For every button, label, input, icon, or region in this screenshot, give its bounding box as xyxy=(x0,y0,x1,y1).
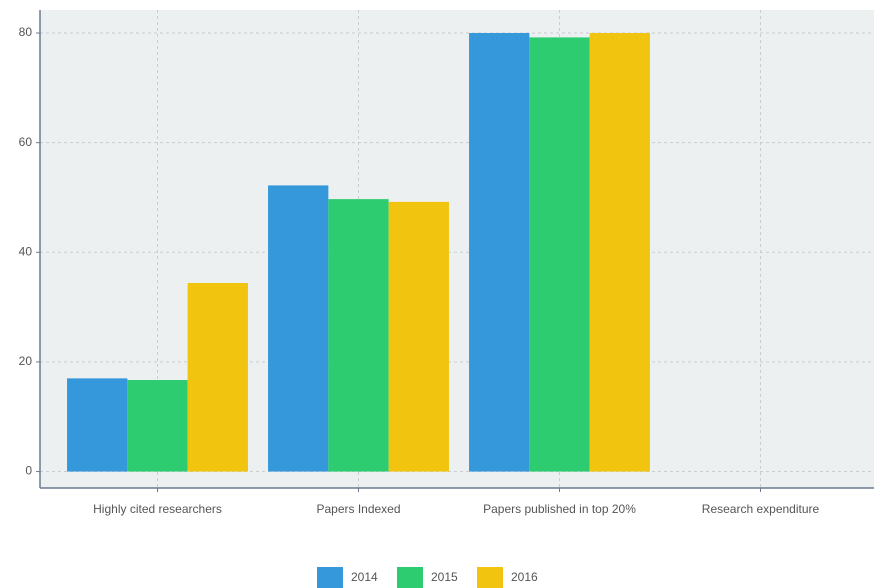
bar xyxy=(589,33,650,472)
y-tick-label: 80 xyxy=(19,25,33,39)
bar xyxy=(127,380,188,472)
legend-swatch xyxy=(477,567,503,588)
x-tick-label: Papers Indexed xyxy=(316,502,400,516)
legend-label: 2015 xyxy=(431,570,458,584)
legend-label: 2014 xyxy=(351,570,378,584)
legend-swatch xyxy=(317,567,343,588)
y-tick-label: 20 xyxy=(19,354,33,368)
x-tick-label: Papers published in top 20% xyxy=(483,502,636,516)
x-tick-label: Highly cited researchers xyxy=(93,502,222,516)
y-tick-label: 60 xyxy=(19,135,33,149)
bar xyxy=(529,37,590,472)
legend-swatch xyxy=(397,567,423,588)
bar xyxy=(67,378,128,472)
bar xyxy=(388,201,449,472)
y-tick-label: 40 xyxy=(19,244,33,258)
bar xyxy=(187,282,248,472)
x-tick-label: Research expenditure xyxy=(702,502,820,516)
bar xyxy=(268,185,329,472)
y-tick-label: 0 xyxy=(25,464,32,478)
legend-label: 2016 xyxy=(511,570,538,584)
bar xyxy=(328,199,389,472)
bar xyxy=(469,33,530,472)
